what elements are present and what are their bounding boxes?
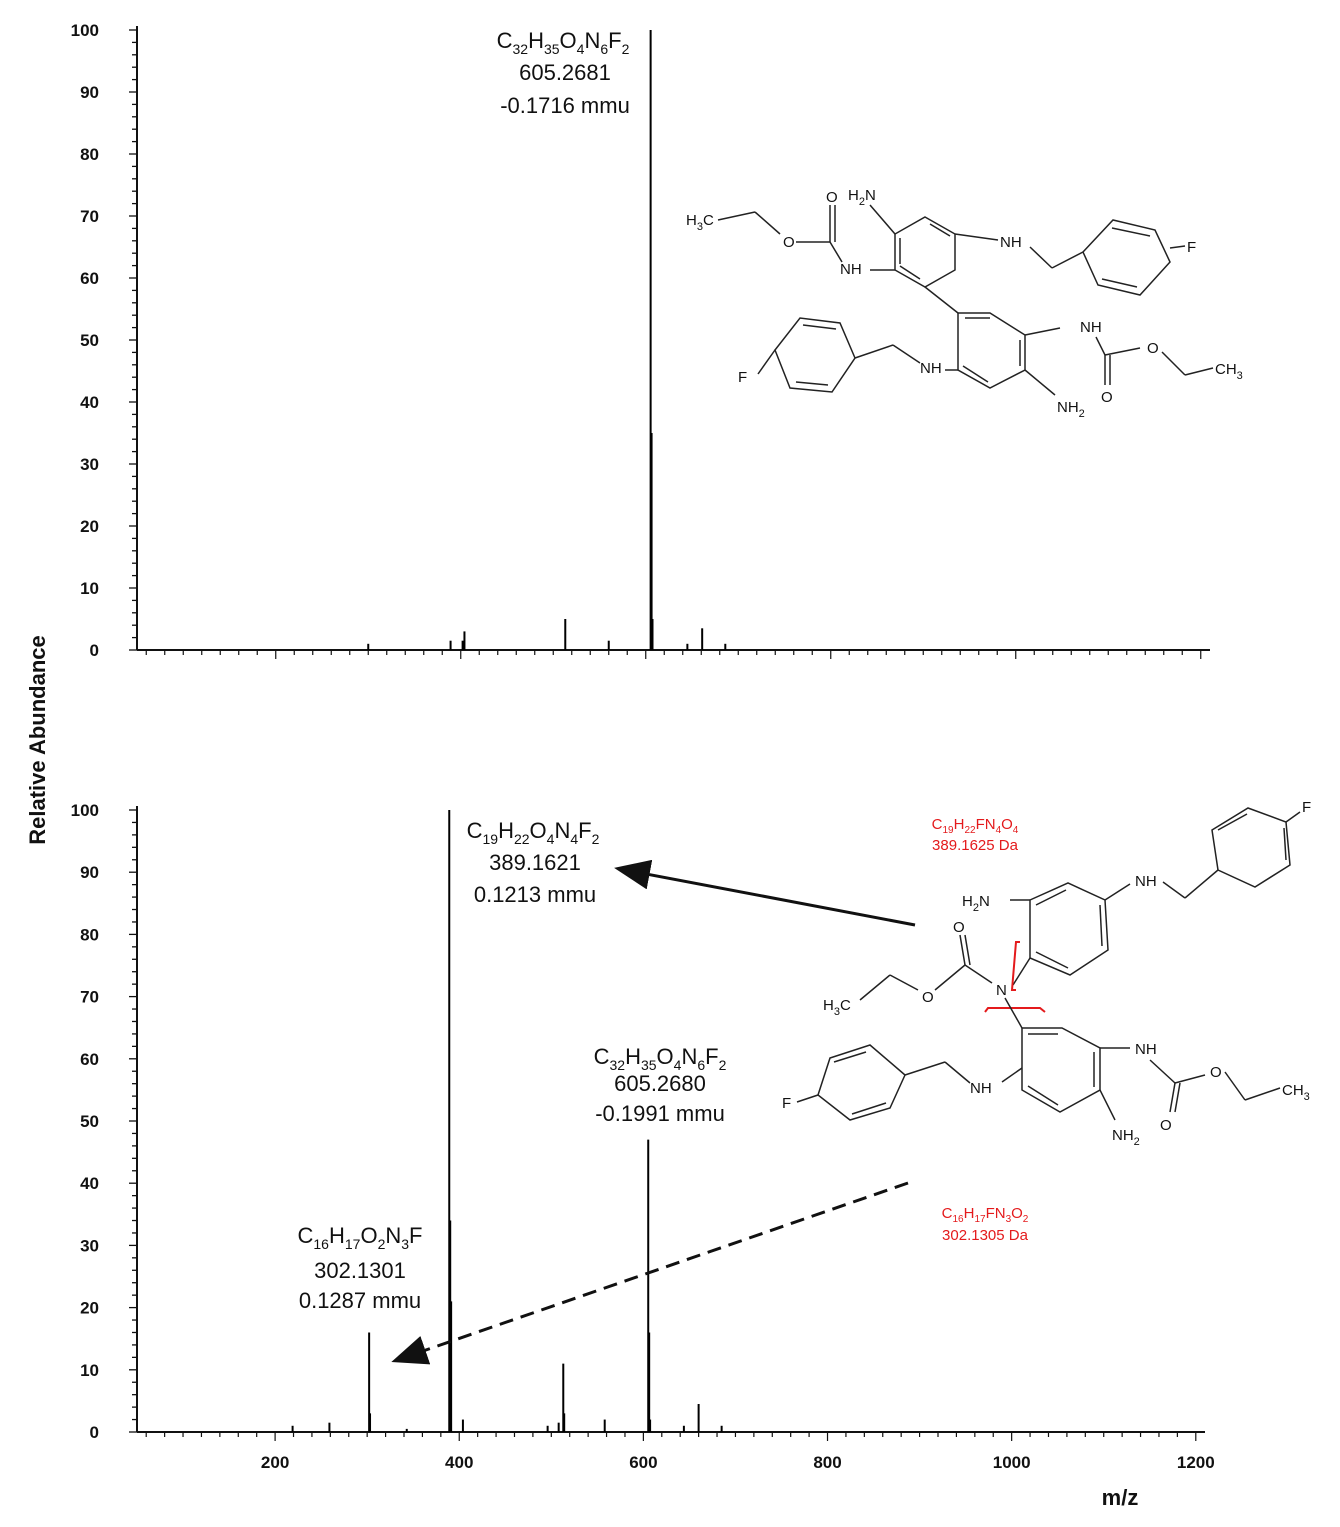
x-tick-label: 800 xyxy=(813,1453,841,1472)
svg-text:NH: NH xyxy=(970,1080,992,1097)
fragment-label-389: C19H22FN4O4 389.1625 Da xyxy=(932,816,1019,854)
svg-text:NH2: NH2 xyxy=(1057,399,1085,420)
mmu-label: 0.1287 mmu xyxy=(299,1288,421,1313)
svg-text:O: O xyxy=(953,919,965,936)
dashed-arrow-to-302 xyxy=(391,1181,909,1365)
mmu-label: 0.1213 mmu xyxy=(474,882,596,907)
y-tick-label: 40 xyxy=(80,1174,99,1193)
y-tick-label: 70 xyxy=(80,207,99,226)
svg-text:NH2: NH2 xyxy=(1112,1127,1140,1148)
formula-label: C32H35O4N6F2 xyxy=(594,1044,727,1073)
y-tick-label: 60 xyxy=(80,1050,99,1069)
x-tick-label: 1200 xyxy=(1177,1453,1215,1472)
mass-label: 605.2680 xyxy=(614,1071,706,1096)
bottom-peak-annotation-302: C16H17O2N3F 302.1301 0.1287 mmu xyxy=(298,1223,423,1313)
y-tick-label: 50 xyxy=(80,1112,99,1131)
bottom-spectrum-panel: 0 10 20 30 40 50 60 70 80 90 100 200 400 600 800 1000 12… xyxy=(71,801,1215,1472)
svg-text:F: F xyxy=(738,369,747,386)
y-tick-label: 90 xyxy=(80,83,99,102)
svg-text:H2N: H2N xyxy=(962,893,990,914)
svg-text:389.1625 Da: 389.1625 Da xyxy=(932,837,1019,854)
x-tick-label: 600 xyxy=(629,1453,657,1472)
y-tick-label: 70 xyxy=(80,988,99,1007)
formula-label: C32H35O4N6F2 xyxy=(497,28,630,57)
formula-label: C19H22O4N4F2 xyxy=(467,818,600,847)
y-tick-label: 100 xyxy=(71,21,99,40)
svg-text:CH3: CH3 xyxy=(1282,1082,1310,1103)
svg-text:O: O xyxy=(1147,340,1159,357)
top-structure-diagram: H2N NH F NH O O H3C NH xyxy=(686,187,1243,420)
y-tick-label: 30 xyxy=(80,1236,99,1255)
fragment-label-302: C16H17FN3O2 302.1305 Da xyxy=(942,1205,1029,1244)
svg-text:302.1305 Da: 302.1305 Da xyxy=(942,1227,1029,1244)
formula-label: C16H17O2N3F xyxy=(298,1223,423,1252)
x-tick-label: 200 xyxy=(261,1453,289,1472)
y-tick-label: 80 xyxy=(80,925,99,944)
y-tick-label: 0 xyxy=(90,641,99,660)
svg-text:NH: NH xyxy=(920,360,942,377)
y-tick-label: 0 xyxy=(90,1423,99,1442)
y-tick-label: 10 xyxy=(80,579,99,598)
x-axis-title: m/z xyxy=(1102,1485,1139,1510)
svg-text:H3C: H3C xyxy=(823,997,851,1018)
svg-text:O: O xyxy=(826,189,838,206)
bottom-structure-diagram: H2N NH F N O O H3C NH xyxy=(782,799,1311,1148)
svg-text:F: F xyxy=(1302,799,1311,816)
svg-text:H3C: H3C xyxy=(686,212,714,233)
x-tick-label: 400 xyxy=(445,1453,473,1472)
svg-text:NH: NH xyxy=(1135,1041,1157,1058)
arrow-to-389 xyxy=(614,859,916,927)
svg-text:F: F xyxy=(1187,239,1196,256)
svg-text:C19H22FN4O4: C19H22FN4O4 xyxy=(932,816,1019,836)
y-tick-label: 20 xyxy=(80,1299,99,1318)
mass-label: 302.1301 xyxy=(314,1258,406,1283)
svg-text:O: O xyxy=(1101,389,1113,406)
mmu-label: -0.1991 mmu xyxy=(595,1101,725,1126)
mmu-label: -0.1716 mmu xyxy=(500,93,630,118)
svg-text:O: O xyxy=(922,989,934,1006)
top-spectrum-panel: 0 10 20 30 40 50 60 70 80 90 100 xyxy=(71,21,1210,660)
svg-text:NH: NH xyxy=(1080,319,1102,336)
top-peak-annotation-605: C32H35O4N6F2 605.2681 -0.1716 mmu xyxy=(497,28,630,118)
svg-text:NH: NH xyxy=(1000,234,1022,251)
y-tick-label: 10 xyxy=(80,1361,99,1380)
y-tick-label: 50 xyxy=(80,331,99,350)
svg-text:NH: NH xyxy=(1135,873,1157,890)
svg-text:O: O xyxy=(783,234,795,251)
x-tick-label: 1000 xyxy=(993,1453,1031,1472)
mass-label: 605.2681 xyxy=(519,60,611,85)
svg-text:CH3: CH3 xyxy=(1215,361,1243,382)
svg-text:F: F xyxy=(782,1095,791,1112)
svg-text:O: O xyxy=(1160,1117,1172,1134)
svg-text:NH: NH xyxy=(840,261,862,278)
svg-text:O: O xyxy=(1210,1064,1222,1081)
svg-text:N: N xyxy=(996,982,1007,999)
svg-text:C16H17FN3O2: C16H17FN3O2 xyxy=(942,1205,1029,1225)
y-axis-title: Relative Abundance xyxy=(25,635,50,844)
y-tick-label: 100 xyxy=(71,801,99,820)
bottom-peak-annotation-605: C32H35O4N6F2 605.2680 -0.1991 mmu xyxy=(594,1044,727,1126)
y-tick-label: 20 xyxy=(80,517,99,536)
bottom-peak-annotation-389: C19H22O4N4F2 389.1621 0.1213 mmu xyxy=(467,818,600,907)
svg-text:H2N: H2N xyxy=(848,187,876,208)
y-tick-label: 80 xyxy=(80,145,99,164)
mass-label: 389.1621 xyxy=(489,850,581,875)
y-tick-label: 60 xyxy=(80,269,99,288)
y-tick-label: 40 xyxy=(80,393,99,412)
y-tick-label: 90 xyxy=(80,863,99,882)
y-tick-label: 30 xyxy=(80,455,99,474)
